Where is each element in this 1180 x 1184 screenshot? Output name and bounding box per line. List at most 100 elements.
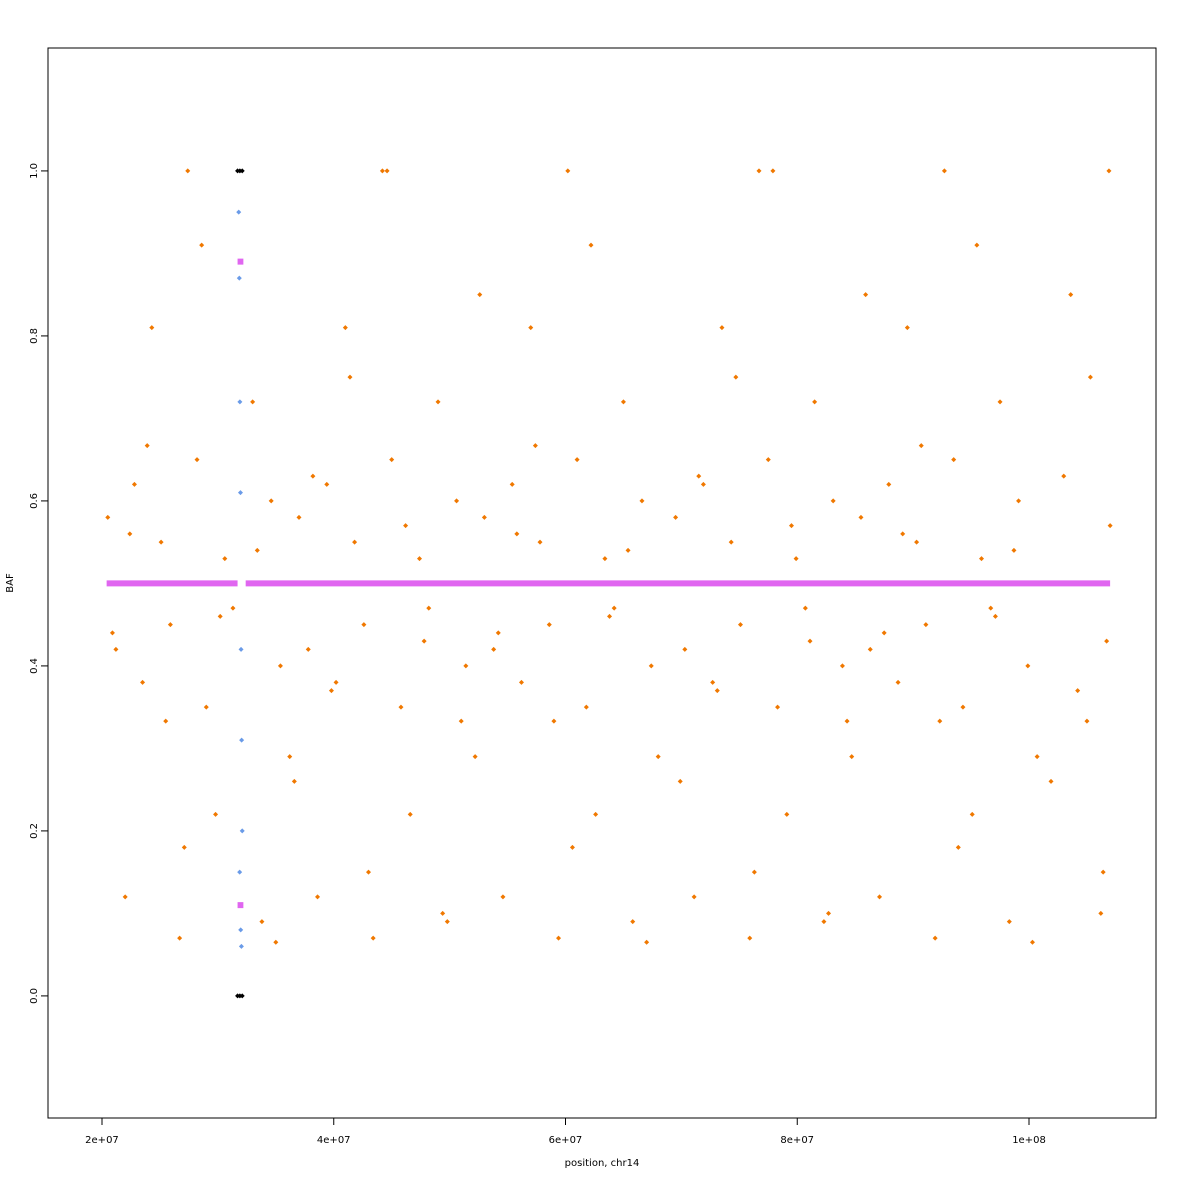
point bbox=[700, 481, 706, 487]
point bbox=[765, 457, 771, 463]
point bbox=[518, 679, 524, 685]
point bbox=[440, 910, 446, 916]
point bbox=[127, 531, 133, 537]
point bbox=[352, 539, 358, 545]
point bbox=[728, 539, 734, 545]
point bbox=[639, 498, 645, 504]
point bbox=[140, 679, 146, 685]
point bbox=[287, 754, 293, 760]
point bbox=[333, 679, 339, 685]
point bbox=[844, 718, 850, 724]
point bbox=[199, 242, 205, 248]
point bbox=[904, 325, 910, 331]
point bbox=[1025, 663, 1031, 669]
point bbox=[236, 275, 242, 281]
point bbox=[277, 663, 283, 669]
point bbox=[237, 399, 243, 405]
point bbox=[620, 399, 626, 405]
point bbox=[895, 679, 901, 685]
point bbox=[770, 168, 776, 174]
point bbox=[514, 531, 520, 537]
point bbox=[149, 325, 155, 331]
point bbox=[807, 638, 813, 644]
point bbox=[1104, 638, 1110, 644]
point bbox=[937, 718, 943, 724]
y-tick-label: 0.0 bbox=[29, 988, 40, 1004]
point bbox=[802, 605, 808, 611]
point bbox=[361, 622, 367, 628]
point bbox=[217, 613, 223, 619]
point bbox=[751, 869, 757, 875]
y-tick-label: 0.8 bbox=[29, 328, 40, 344]
point bbox=[1107, 523, 1113, 529]
point bbox=[1016, 498, 1022, 504]
point bbox=[403, 523, 409, 529]
x-tick-label: 6e+07 bbox=[549, 1135, 583, 1146]
point bbox=[463, 663, 469, 669]
point bbox=[236, 209, 242, 215]
point bbox=[877, 894, 883, 900]
point bbox=[867, 646, 873, 652]
point bbox=[238, 646, 244, 652]
point bbox=[648, 663, 654, 669]
point bbox=[495, 630, 501, 636]
point bbox=[607, 613, 613, 619]
point bbox=[1068, 292, 1074, 298]
point bbox=[250, 399, 256, 405]
x-tick-label: 1e+08 bbox=[1012, 1135, 1046, 1146]
x-tick-label: 2e+07 bbox=[85, 1135, 119, 1146]
point bbox=[974, 242, 980, 248]
point bbox=[969, 811, 975, 817]
point bbox=[389, 457, 395, 463]
point bbox=[239, 993, 245, 999]
point bbox=[163, 718, 169, 724]
point bbox=[756, 168, 762, 174]
point bbox=[992, 613, 998, 619]
point bbox=[691, 894, 697, 900]
point bbox=[239, 737, 245, 743]
point bbox=[239, 168, 245, 174]
y-tick-label: 1.0 bbox=[29, 163, 40, 179]
point bbox=[673, 514, 679, 520]
point bbox=[532, 443, 538, 449]
point bbox=[230, 605, 236, 611]
point bbox=[238, 927, 244, 933]
point bbox=[978, 556, 984, 562]
point bbox=[565, 168, 571, 174]
point bbox=[886, 481, 892, 487]
point bbox=[177, 935, 183, 941]
point bbox=[696, 473, 702, 479]
point bbox=[775, 704, 781, 710]
point bbox=[537, 539, 543, 545]
point bbox=[185, 168, 191, 174]
point bbox=[181, 844, 187, 850]
point bbox=[144, 443, 150, 449]
point bbox=[914, 539, 920, 545]
point bbox=[588, 242, 594, 248]
point bbox=[1098, 910, 1104, 916]
point bbox=[1061, 473, 1067, 479]
point bbox=[788, 523, 794, 529]
point bbox=[268, 498, 274, 504]
point bbox=[593, 811, 599, 817]
point bbox=[1087, 374, 1093, 380]
point bbox=[305, 646, 311, 652]
point bbox=[719, 325, 725, 331]
point bbox=[677, 778, 683, 784]
point bbox=[1034, 754, 1040, 760]
point bbox=[747, 935, 753, 941]
point bbox=[574, 457, 580, 463]
point bbox=[528, 325, 534, 331]
point bbox=[1106, 168, 1112, 174]
point bbox=[426, 605, 432, 611]
point bbox=[625, 547, 631, 553]
point bbox=[384, 168, 390, 174]
point bbox=[194, 457, 200, 463]
y-tick-label: 0.2 bbox=[29, 823, 40, 839]
point bbox=[435, 399, 441, 405]
point bbox=[830, 498, 836, 504]
point bbox=[812, 399, 818, 405]
point bbox=[366, 869, 372, 875]
x-tick-label: 8e+07 bbox=[780, 1135, 814, 1146]
